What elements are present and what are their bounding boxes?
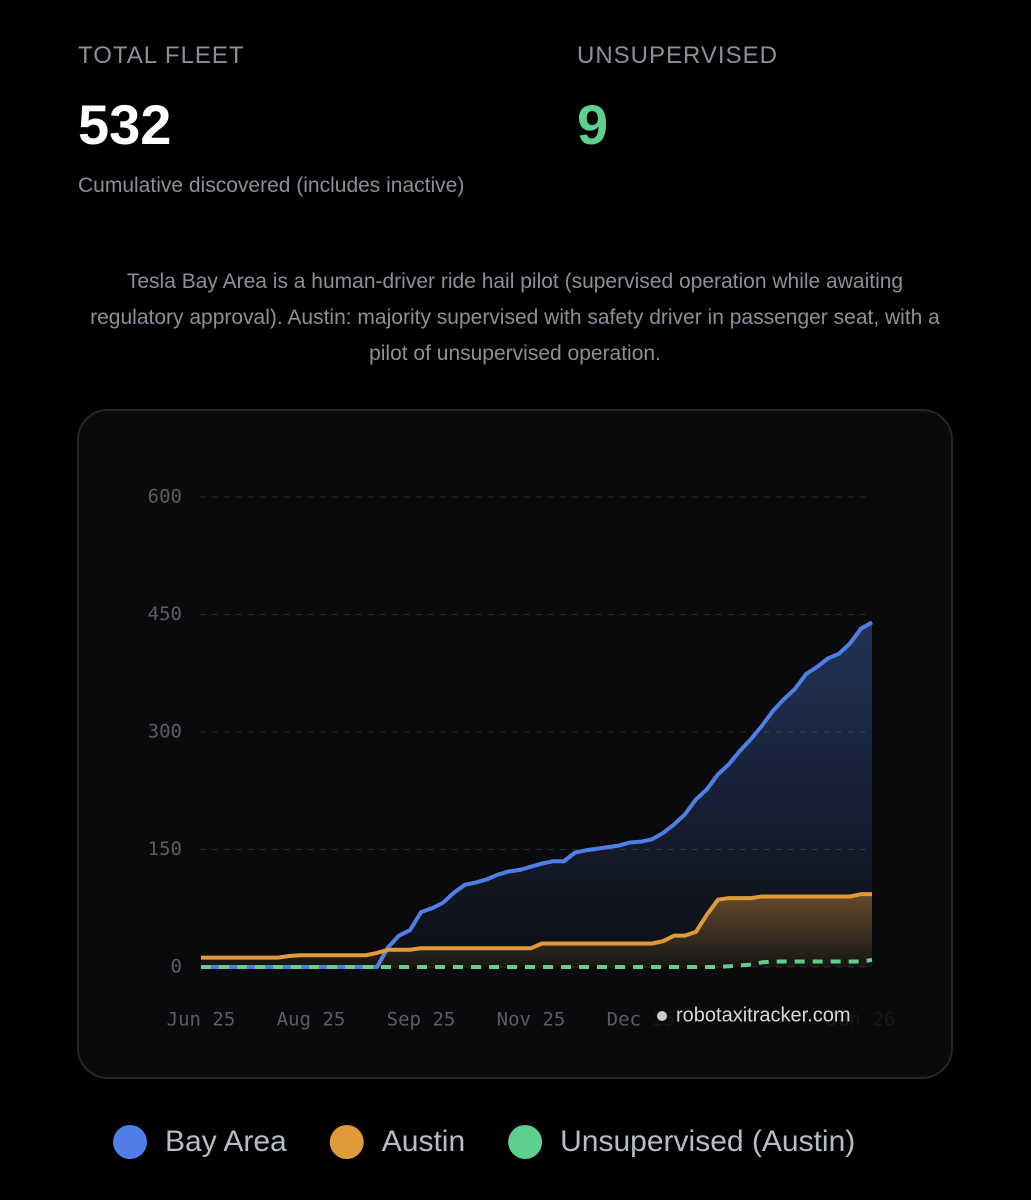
stat-label: TOTAL FLEET <box>78 42 245 69</box>
series-line <box>201 892 872 960</box>
legend-label: Unsupervised (Austin) <box>560 1125 855 1158</box>
y-tick-label: 150 <box>148 838 182 860</box>
legend-swatch <box>113 1125 147 1159</box>
legend-label: Austin <box>382 1125 465 1158</box>
stat-value: 9 <box>577 93 609 156</box>
description: Tesla Bay Area is a human-driver ride ha… <box>90 270 940 365</box>
x-tick-label: Nov 25 <box>497 1009 566 1031</box>
legend-label: Bay Area <box>165 1125 287 1158</box>
x-tick-label: Sep 25 <box>387 1009 456 1031</box>
x-tick-label: Jun 25 <box>167 1009 236 1031</box>
series-area <box>201 622 872 967</box>
watermark-bg <box>645 998 913 1038</box>
watermark-dot <box>657 1011 667 1021</box>
y-tick-label: 0 <box>171 956 182 978</box>
stat-label: UNSUPERVISED <box>577 42 778 69</box>
legend-swatch <box>329 1125 364 1159</box>
watermark: robotaxitracker.com <box>676 1004 851 1026</box>
legend-swatch <box>508 1125 543 1159</box>
y-tick-label: 300 <box>148 721 182 743</box>
x-tick-label: Aug 25 <box>277 1009 346 1031</box>
series-area <box>201 894 872 967</box>
stat-note: Cumulative discovered (includes inactive… <box>78 174 465 197</box>
stat-value: 532 <box>78 93 172 156</box>
y-tick-label: 450 <box>148 603 182 625</box>
series-line <box>201 957 873 969</box>
y-tick-label: 600 <box>148 486 182 508</box>
